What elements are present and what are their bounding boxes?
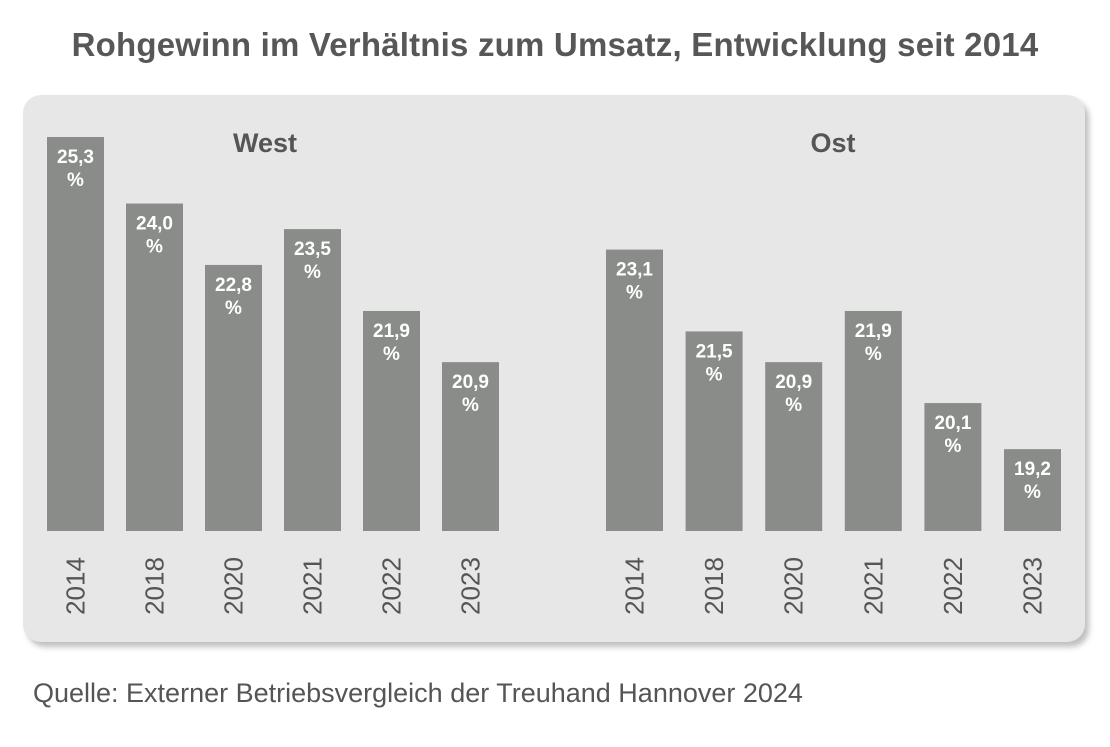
- chart-1-x-tick-2018: 2018: [699, 557, 729, 615]
- chart-0-bar-2020: [205, 264, 262, 531]
- chart-0-data-label-2021: 23,5%: [294, 239, 331, 283]
- chart-0-x-tick-2023: 2023: [456, 557, 486, 615]
- chart-1-x-tick-2020: 2020: [779, 557, 809, 615]
- chart-0-data-label-2018: 24,0%: [136, 214, 173, 258]
- chart-1-data-label-2020: 20,9%: [775, 372, 812, 416]
- chart-1-data-label-2014: 23,1%: [616, 260, 653, 304]
- chart-0-bar-2014: [47, 137, 104, 531]
- chart-1-title: Ost: [810, 128, 855, 158]
- chart-1-bar-2021: [844, 310, 902, 531]
- chart-1-x-tick-2021: 2021: [858, 557, 888, 615]
- chart-1-data-label-2021: 21,9%: [855, 321, 892, 365]
- chart-0-data-label-2023: 20,9%: [452, 372, 489, 416]
- chart-0-title: West: [233, 128, 297, 158]
- chart-1-data-label-2022: 20,1%: [934, 413, 971, 457]
- chart-0-bar-2022: [363, 310, 420, 531]
- chart-1-data-label-2023: 19,2%: [1014, 459, 1051, 503]
- chart-0-bar-2018: [126, 203, 183, 532]
- chart-0-bar-2023: [442, 362, 499, 531]
- chart-1-data-label-2018: 21,5%: [696, 341, 733, 385]
- chart-1-bar-2018: [685, 331, 743, 531]
- chart-1-bar-2020: [765, 362, 823, 531]
- chart-0-bar-2021: [284, 229, 341, 532]
- chart-0-x-tick-2021: 2021: [298, 557, 328, 615]
- chart-1-x-tick-2022: 2022: [938, 557, 968, 615]
- chart-0-x-tick-2018: 2018: [140, 557, 170, 615]
- chart-0-data-label-2014: 25,3%: [57, 147, 94, 191]
- chart-0-data-label-2022: 21,9%: [373, 321, 410, 365]
- chart-0-x-tick-2020: 2020: [219, 557, 249, 615]
- chart-1-x-tick-2023: 2023: [1018, 557, 1048, 615]
- chart-1-x-tick-2014: 2014: [620, 557, 650, 615]
- chart-panel: [23, 95, 1085, 642]
- chart-0-data-label-2020: 22,8%: [215, 275, 252, 319]
- chart-0-x-tick-2014: 2014: [61, 557, 91, 615]
- chart-1-bar-2022: [924, 403, 982, 531]
- source-note: Quelle: Externer Betriebsvergleich der T…: [33, 678, 803, 708]
- chart-0-x-tick-2022: 2022: [377, 557, 407, 615]
- chart-1-bar-2014: [606, 249, 663, 532]
- chart-title: Rohgewinn im Verhältnis zum Umsatz, Entw…: [71, 26, 1039, 63]
- chart-1-bar-2023: [1004, 449, 1061, 531]
